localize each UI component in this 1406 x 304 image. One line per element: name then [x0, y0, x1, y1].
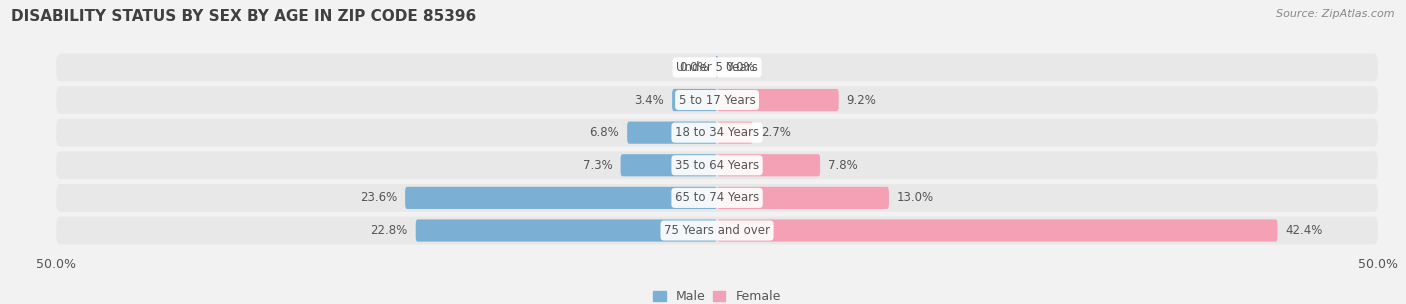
- Text: Source: ZipAtlas.com: Source: ZipAtlas.com: [1277, 9, 1395, 19]
- Text: DISABILITY STATUS BY SEX BY AGE IN ZIP CODE 85396: DISABILITY STATUS BY SEX BY AGE IN ZIP C…: [11, 9, 477, 24]
- Text: 0.0%: 0.0%: [679, 61, 709, 74]
- Legend: Male, Female: Male, Female: [654, 290, 780, 303]
- Text: 35 to 64 Years: 35 to 64 Years: [675, 159, 759, 172]
- Text: 18 to 34 Years: 18 to 34 Years: [675, 126, 759, 139]
- Text: 3.4%: 3.4%: [634, 94, 664, 106]
- FancyBboxPatch shape: [717, 154, 820, 176]
- Text: Under 5 Years: Under 5 Years: [676, 61, 758, 74]
- FancyBboxPatch shape: [56, 184, 1378, 212]
- FancyBboxPatch shape: [717, 122, 752, 144]
- Text: 7.3%: 7.3%: [583, 159, 613, 172]
- Text: 22.8%: 22.8%: [371, 224, 408, 237]
- FancyBboxPatch shape: [56, 217, 1378, 244]
- Text: 13.0%: 13.0%: [897, 192, 934, 204]
- FancyBboxPatch shape: [717, 187, 889, 209]
- FancyBboxPatch shape: [56, 151, 1378, 179]
- Text: 65 to 74 Years: 65 to 74 Years: [675, 192, 759, 204]
- FancyBboxPatch shape: [717, 89, 838, 111]
- FancyBboxPatch shape: [56, 119, 1378, 147]
- Text: 7.8%: 7.8%: [828, 159, 858, 172]
- FancyBboxPatch shape: [717, 219, 1278, 242]
- FancyBboxPatch shape: [620, 154, 717, 176]
- Text: 5 to 17 Years: 5 to 17 Years: [679, 94, 755, 106]
- Text: 0.0%: 0.0%: [725, 61, 755, 74]
- Text: 6.8%: 6.8%: [589, 126, 619, 139]
- Text: 75 Years and over: 75 Years and over: [664, 224, 770, 237]
- Text: 2.7%: 2.7%: [761, 126, 790, 139]
- FancyBboxPatch shape: [672, 89, 717, 111]
- FancyBboxPatch shape: [416, 219, 717, 242]
- FancyBboxPatch shape: [627, 122, 717, 144]
- Text: 42.4%: 42.4%: [1285, 224, 1323, 237]
- FancyBboxPatch shape: [405, 187, 717, 209]
- Text: 9.2%: 9.2%: [846, 94, 876, 106]
- Text: 23.6%: 23.6%: [360, 192, 398, 204]
- FancyBboxPatch shape: [56, 54, 1378, 81]
- FancyBboxPatch shape: [56, 86, 1378, 114]
